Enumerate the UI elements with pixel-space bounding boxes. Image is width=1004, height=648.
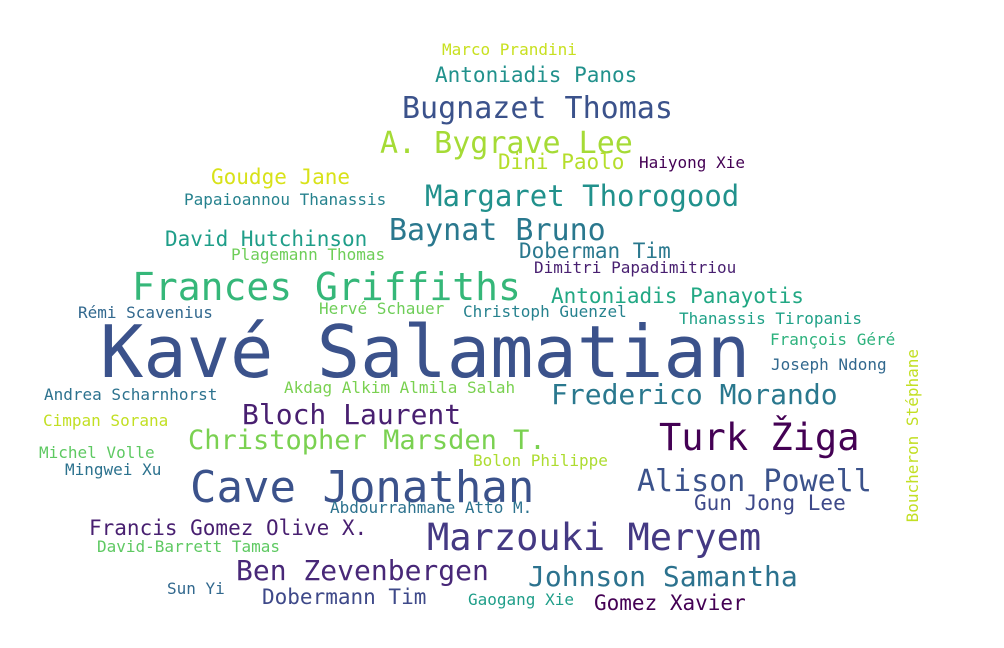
word-david-hutchinson: David Hutchinson	[165, 227, 368, 251]
word-alison-powell: Alison Powell	[637, 464, 872, 499]
word-remi-scavenius: Rémi Scavenius	[78, 303, 213, 322]
word-gun-jong-lee: Gun Jong Lee	[694, 491, 846, 515]
word-kave-salamatian: Kavé Salamatian	[100, 310, 751, 394]
word-bugnazet-thomas: Bugnazet Thomas	[402, 91, 673, 126]
word-haiyong-xie: Haiyong Xie	[639, 153, 745, 172]
word-dimitri-papadimitriou: Dimitri Papadimitriou	[534, 258, 737, 277]
word-antoniadis-panos: Antoniadis Panos	[435, 63, 638, 87]
word-cave-jonathan: Cave Jonathan	[190, 462, 535, 513]
word-michel-volle: Michel Volle	[39, 443, 155, 462]
word-frances-griffiths: Frances Griffiths	[132, 265, 521, 309]
word-doberman-tim: Doberman Tim	[519, 239, 671, 263]
word-david-barrett-tamas: David-Barrett Tamas	[97, 537, 281, 556]
word-dobermann-tim: Dobermann Tim	[262, 585, 427, 609]
word-johnson-samantha: Johnson Samantha	[528, 560, 798, 593]
word-baynat-bruno: Baynat Bruno	[389, 213, 606, 248]
word-akdag-alkim: Akdag Alkim Almila Salah	[284, 378, 516, 397]
word-goudge-jane: Goudge Jane	[211, 165, 351, 189]
word-christoph-guenzel: Christoph Guenzel	[463, 302, 627, 321]
word-margaret-thorogood: Margaret Thorogood	[425, 179, 740, 213]
word-christopher-marsden: Christopher Marsden T.	[188, 425, 546, 456]
word-bygrave-lee: A. Bygrave Lee	[380, 126, 633, 161]
word-boucheron-stephane: Boucheron Stéphane	[903, 349, 922, 523]
word-marzouki-meryem: Marzouki Meryem	[427, 516, 762, 559]
word-francis-gomez-olive: Francis Gomez Olive X.	[89, 516, 368, 540]
word-thanassis-tiropanis: Thanassis Tiropanis	[679, 309, 863, 328]
word-gomez-xavier: Gomez Xavier	[594, 591, 746, 615]
word-mingwei-xu: Mingwei Xu	[65, 460, 162, 479]
word-andrea-scharnhorst: Andrea Scharnhorst	[44, 385, 218, 404]
word-turk-ziga: Turk Žiga	[659, 416, 860, 459]
word-sun-yi: Sun Yi	[167, 579, 225, 598]
word-abdourrahmane-atto: Abdourrahmane Atto M.	[330, 498, 533, 517]
word-papaioannou-thanassis: Papaioannou Thanassis	[184, 190, 387, 209]
word-dini-paolo: Dini Paolo	[498, 150, 625, 174]
word-plagemann-thomas: Plagemann Thomas	[231, 245, 386, 264]
word-frederico-morando: Frederico Morando	[551, 378, 838, 411]
word-cimpan-sorana: Cimpan Sorana	[43, 411, 169, 430]
word-ben-zevenbergen: Ben Zevenbergen	[236, 554, 489, 587]
word-herve-schauer: Hervé Schauer	[319, 299, 445, 318]
word-francois-gere: François Géré	[770, 330, 896, 349]
word-gaogang-xie: Gaogang Xie	[468, 590, 574, 609]
word-bloch-laurent: Bloch Laurent	[242, 398, 462, 431]
word-marco-prandini: Marco Prandini	[442, 40, 577, 59]
word-joseph-ndong: Joseph Ndong	[771, 355, 887, 374]
word-bolon-philippe: Bolon Philippe	[473, 451, 608, 470]
word-antoniadis-panayotis: Antoniadis Panayotis	[551, 284, 804, 308]
